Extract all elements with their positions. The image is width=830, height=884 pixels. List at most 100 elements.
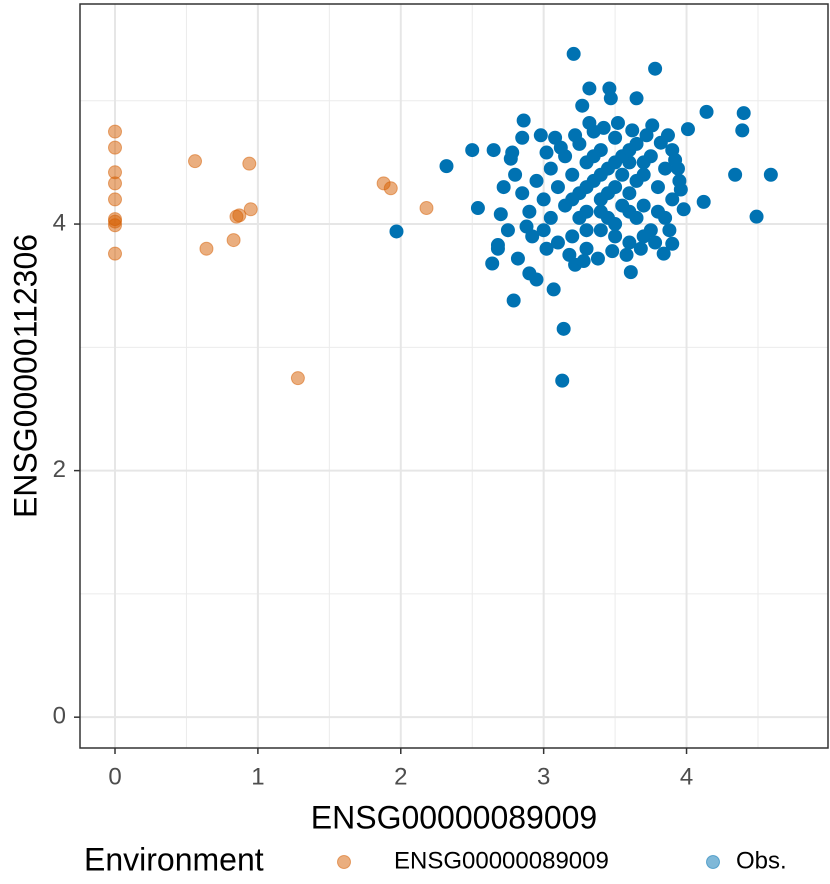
point xyxy=(676,202,691,217)
point xyxy=(550,180,565,195)
point xyxy=(536,192,551,207)
point xyxy=(605,244,620,259)
point xyxy=(749,209,764,224)
point xyxy=(696,194,711,209)
x-tick-label: 2 xyxy=(394,763,407,790)
y-axis-label: ENSG00000112306 xyxy=(7,234,43,518)
point xyxy=(622,186,637,201)
point xyxy=(590,251,605,266)
point xyxy=(650,204,665,219)
point xyxy=(536,223,551,238)
point xyxy=(419,201,434,216)
point xyxy=(505,145,520,160)
point xyxy=(619,247,634,262)
point xyxy=(608,217,623,232)
point xyxy=(608,229,623,244)
point xyxy=(673,182,688,197)
point xyxy=(735,123,750,138)
point xyxy=(648,235,663,250)
point xyxy=(670,161,685,176)
point xyxy=(582,115,597,130)
point xyxy=(593,192,608,207)
point xyxy=(506,293,521,308)
point xyxy=(290,371,305,386)
panel-border xyxy=(79,3,829,749)
legend-marker xyxy=(706,855,720,869)
point xyxy=(108,140,123,155)
point xyxy=(660,128,675,143)
point xyxy=(529,272,544,287)
point xyxy=(490,241,505,256)
legend-marker xyxy=(337,855,351,869)
point xyxy=(622,204,637,219)
point xyxy=(226,233,241,248)
point xyxy=(736,106,751,121)
point xyxy=(543,161,558,176)
point xyxy=(508,167,523,182)
point xyxy=(439,159,454,174)
point xyxy=(582,81,597,96)
point xyxy=(108,176,123,191)
point xyxy=(500,223,515,238)
point xyxy=(566,46,581,61)
point xyxy=(525,229,540,244)
point xyxy=(550,235,565,250)
point xyxy=(575,98,590,113)
point xyxy=(516,113,531,128)
point xyxy=(622,143,637,158)
point xyxy=(199,241,214,256)
point xyxy=(623,265,638,280)
point xyxy=(229,209,244,224)
point xyxy=(636,229,651,244)
point xyxy=(603,91,618,106)
point xyxy=(486,143,501,158)
point xyxy=(539,241,554,256)
point xyxy=(515,130,530,145)
point xyxy=(565,167,580,182)
point xyxy=(572,210,587,225)
point xyxy=(568,128,583,143)
point xyxy=(662,223,677,238)
point xyxy=(645,118,660,133)
point xyxy=(636,198,651,213)
point xyxy=(242,156,257,171)
x-tick-label: 3 xyxy=(537,763,550,790)
point xyxy=(656,246,671,261)
point xyxy=(615,167,630,182)
point xyxy=(593,223,608,238)
point xyxy=(529,173,544,188)
point xyxy=(763,167,778,182)
point xyxy=(496,180,511,195)
point xyxy=(556,321,571,336)
point xyxy=(608,130,623,145)
point xyxy=(648,61,663,76)
point xyxy=(665,236,680,251)
point xyxy=(108,246,123,261)
point xyxy=(625,123,640,138)
point xyxy=(608,180,623,195)
point xyxy=(543,210,558,225)
point xyxy=(629,173,644,188)
point xyxy=(576,254,591,269)
point xyxy=(633,241,648,256)
point xyxy=(593,167,608,182)
point xyxy=(596,120,611,135)
point xyxy=(389,224,404,239)
point xyxy=(383,181,398,196)
point xyxy=(728,167,743,182)
legend-title: Environment xyxy=(84,841,264,877)
x-tick-label: 4 xyxy=(680,763,693,790)
point xyxy=(562,247,577,262)
point xyxy=(579,241,594,256)
x-tick-label: 0 xyxy=(108,763,121,790)
point xyxy=(485,256,500,271)
y-tick-label: 0 xyxy=(53,703,66,730)
point xyxy=(493,207,508,222)
x-tick-label: 1 xyxy=(251,763,264,790)
point xyxy=(665,192,680,207)
x-axis-label: ENSG00000089009 xyxy=(311,799,597,835)
point xyxy=(629,91,644,106)
point xyxy=(108,192,123,207)
point xyxy=(522,204,537,219)
